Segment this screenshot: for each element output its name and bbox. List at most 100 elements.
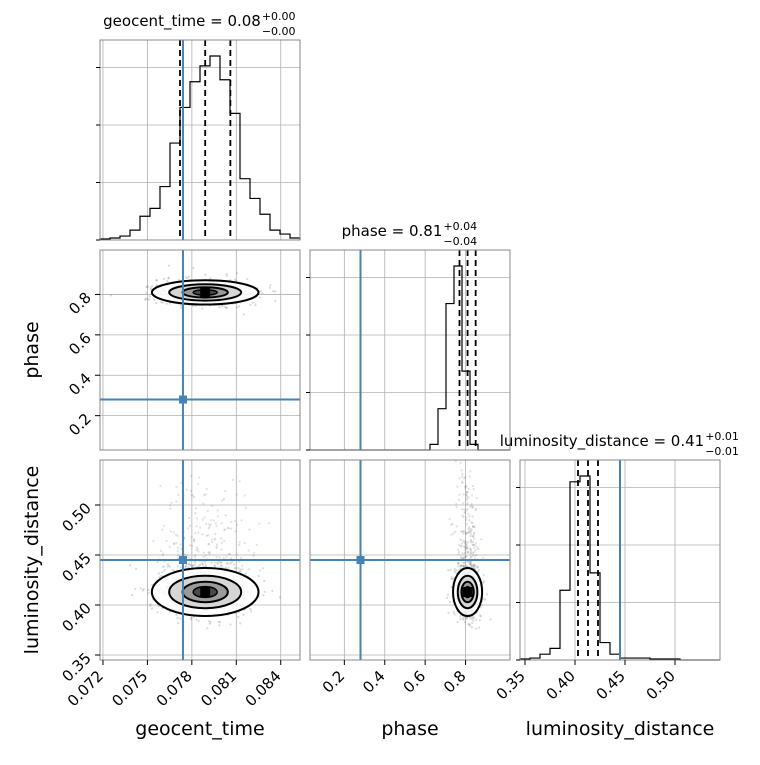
sample-point — [155, 301, 158, 305]
sample-point — [474, 542, 478, 545]
hist-frame-phase — [309, 249, 511, 451]
sample-point — [211, 504, 214, 508]
sample-point — [146, 286, 149, 289]
sample-point — [162, 277, 166, 281]
sample-point — [448, 517, 451, 521]
sample-point — [466, 455, 468, 457]
sample-point — [258, 522, 261, 525]
sample-point — [466, 501, 469, 505]
sample-point — [253, 551, 256, 555]
sample-point — [207, 551, 210, 554]
sample-point — [233, 519, 237, 522]
sample-point — [471, 515, 474, 518]
sample-point — [472, 565, 475, 569]
sample-point — [224, 566, 227, 569]
x-tick-label-geocent_time: 0.084 — [242, 667, 285, 710]
panel-frame — [99, 459, 301, 661]
sample-point — [461, 530, 464, 533]
sample-point — [169, 504, 172, 507]
sample-point — [462, 530, 465, 534]
sample-point — [455, 569, 458, 572]
sample-point — [468, 562, 471, 565]
sample-point — [459, 461, 462, 464]
sample-point — [196, 548, 199, 551]
sample-point — [161, 528, 164, 531]
sample-point — [227, 566, 230, 569]
sample-point — [208, 542, 211, 546]
sample-point — [156, 611, 159, 614]
sample-point — [239, 570, 242, 573]
sample-point — [201, 562, 204, 565]
sample-point — [478, 619, 481, 622]
sample-point — [204, 273, 207, 276]
sample-point — [464, 476, 467, 479]
sample-point — [468, 624, 471, 627]
sample-point — [185, 488, 189, 491]
sample-point — [457, 565, 460, 568]
sample-point — [463, 561, 466, 565]
y-tick-label-phase: 0.8 — [65, 289, 95, 319]
sample-point — [210, 561, 213, 564]
sample-point — [460, 508, 463, 511]
sample-point — [485, 593, 488, 596]
sample-point — [259, 290, 262, 293]
sample-point — [466, 546, 469, 549]
sample-point — [171, 568, 175, 572]
sample-point — [465, 518, 468, 522]
sample-point — [467, 551, 470, 554]
sample-point — [484, 598, 487, 601]
sample-point — [465, 485, 468, 488]
sample-point — [462, 565, 465, 568]
sample-point — [469, 530, 472, 533]
sample-point — [465, 497, 468, 500]
sample-point — [191, 544, 194, 547]
sample-point — [226, 562, 229, 565]
sample-point — [222, 497, 225, 501]
sample-point — [215, 556, 218, 559]
hist-panel-geocent_time: geocent_time = 0.08 +0.00 −0.00 — [96, 10, 301, 241]
sample-point — [465, 543, 468, 547]
y-tick-label-phase: 0.6 — [65, 329, 95, 359]
density-peak — [200, 287, 211, 298]
sample-point — [451, 522, 454, 526]
sample-point — [235, 493, 238, 496]
sample-point — [167, 264, 171, 267]
sample-point — [452, 611, 455, 614]
sample-point — [243, 542, 246, 545]
sample-point — [144, 297, 147, 300]
sample-point — [474, 509, 477, 512]
sample-point — [461, 617, 464, 620]
sample-point — [450, 523, 453, 526]
sample-point — [189, 544, 192, 547]
sample-point — [460, 556, 463, 560]
sample-point — [197, 531, 200, 534]
sample-point — [235, 553, 238, 556]
sample-point — [464, 546, 467, 549]
sample-point — [204, 564, 207, 567]
sample-point — [465, 564, 469, 568]
sample-point — [460, 539, 463, 542]
sample-point — [462, 529, 466, 533]
sample-point — [188, 563, 191, 567]
sample-point — [228, 552, 231, 555]
sample-point — [476, 565, 479, 568]
sample-point — [472, 532, 476, 536]
sample-point — [472, 619, 475, 622]
sample-point — [238, 305, 241, 308]
sample-point — [229, 562, 232, 565]
sample-point — [465, 547, 468, 550]
sample-point — [261, 292, 264, 295]
sample-point — [217, 621, 220, 624]
sample-point — [209, 621, 212, 624]
sample-point — [482, 581, 485, 585]
sample-point — [473, 531, 476, 534]
sample-point — [224, 305, 227, 308]
sample-point — [160, 574, 163, 578]
sample-point — [451, 577, 454, 580]
sample-point — [194, 563, 197, 567]
sample-point — [192, 564, 195, 567]
sample-point — [203, 516, 206, 519]
sample-point — [473, 555, 476, 558]
sample-point — [213, 564, 216, 567]
